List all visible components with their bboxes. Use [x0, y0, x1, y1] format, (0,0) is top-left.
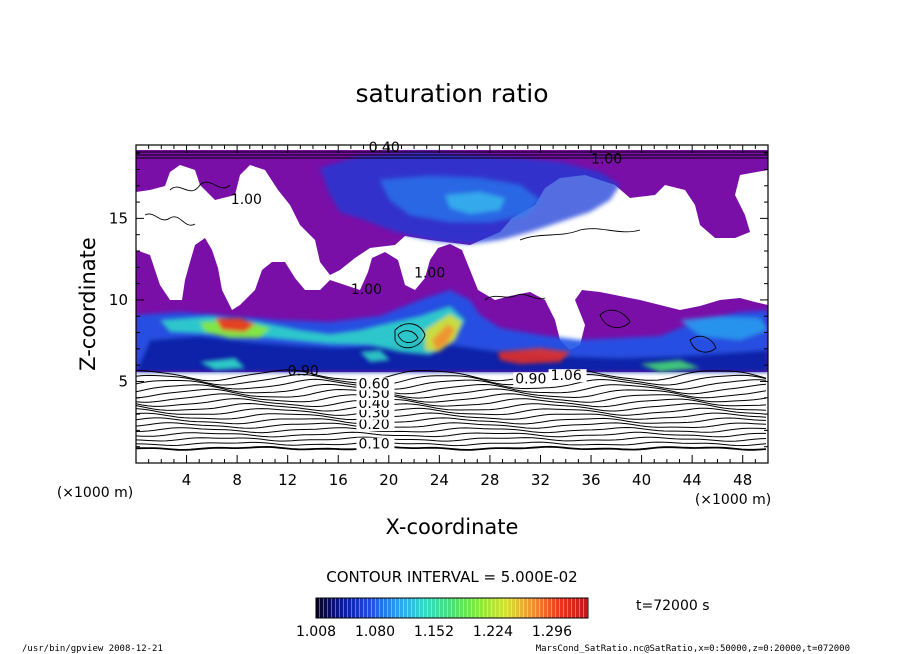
contour-label-bg — [356, 387, 395, 401]
footer-right: MarsCond_SatRatio.nc@SatRatio,x=0:50000,… — [536, 644, 850, 654]
x-tick-label: 32 — [531, 471, 550, 489]
contour-label: 1.00 — [351, 282, 382, 298]
contour-line — [136, 378, 767, 390]
contour-labels: 0.100.200.300.400.500.60 0.90 1.060.901.00… — [231, 140, 622, 453]
contour-line — [136, 398, 767, 408]
x-tick-label: 44 — [683, 471, 702, 489]
x-tick-label: 28 — [480, 471, 499, 489]
plot-area — [135, 144, 769, 464]
contour-label: 0.90 — [515, 371, 546, 387]
contour-line — [136, 445, 767, 451]
contour-label-bg — [356, 377, 395, 391]
contour-label-bg — [356, 396, 395, 410]
y-unit-label: (×1000 m) — [57, 485, 133, 501]
colorbar-frame — [315, 597, 589, 619]
y-tick-label: 15 — [109, 209, 128, 227]
colorbar-tick-labels: 1.008 1.080 1.152 1.224 1.296 — [296, 624, 572, 640]
time-label: t=72000 s — [636, 598, 710, 614]
x-tick-label: 12 — [278, 471, 297, 489]
x-tick-label: 4 — [182, 471, 192, 489]
colorbar-tick-label: 1.008 — [296, 624, 336, 640]
contour-line — [136, 417, 767, 425]
contour-label: 1.00 — [414, 265, 445, 281]
contour-interval-text: CONTOUR INTERVAL = 5.000E-02 — [326, 568, 577, 586]
x-axis-label: X-coordinate — [386, 515, 519, 539]
contour-label: 0.40 — [369, 140, 400, 156]
contour-line — [136, 431, 766, 438]
contour-line — [136, 402, 767, 412]
x-tick-label: 16 — [329, 471, 348, 489]
cloud-contour-lines — [136, 151, 768, 353]
y-tick-label: 5 — [118, 372, 128, 390]
contour-line — [136, 412, 767, 421]
x-axis-ticks: 4 8 12 16 20 24 28 32 36 40 44 48 — [148, 145, 756, 489]
chart-title: saturation ratio — [355, 79, 548, 108]
colorbar-tick-label: 1.152 — [414, 624, 454, 640]
contour-label-bg — [356, 418, 395, 432]
colorbar-tick-label: 1.296 — [532, 624, 572, 640]
contour-label: 1.00 — [591, 151, 622, 167]
y-axis-ticks: 5 10 15 — [109, 152, 768, 448]
contour-line — [136, 393, 767, 403]
contour-line — [136, 441, 767, 447]
x-tick-label: 48 — [733, 471, 752, 489]
contour-label: 1.00 — [231, 192, 262, 208]
contour-label: 0.60 — [358, 376, 389, 392]
contour-label: 0.10 — [358, 437, 389, 453]
colorbar: 1.008 1.080 1.152 1.224 1.296 — [296, 597, 589, 640]
contour-line — [136, 436, 767, 442]
contour-line — [136, 407, 767, 416]
contour-line — [136, 426, 767, 434]
x-tick-label: 20 — [379, 471, 398, 489]
y-tick-label: 10 — [109, 291, 128, 309]
contour-line — [136, 422, 767, 429]
stable-contour-lines — [136, 369, 767, 451]
contour-label-bg — [356, 406, 395, 420]
contour-label: 0.20 — [358, 417, 389, 433]
contour-line — [136, 388, 767, 399]
contour-line — [136, 373, 767, 386]
contour-line — [136, 383, 767, 395]
high-value-shading — [160, 306, 700, 372]
x-tick-label: 40 — [632, 471, 651, 489]
contour-label-bg — [356, 437, 395, 451]
contour-label: 1.06 — [551, 368, 582, 384]
colorbar-stripes — [316, 598, 588, 618]
x-tick-label: 24 — [430, 471, 449, 489]
colorbar-tick-label: 1.224 — [473, 624, 513, 640]
x-tick-label: 36 — [581, 471, 600, 489]
contour-label: 0.90 — [288, 363, 319, 379]
y-axis-label: Z-coordinate — [76, 237, 100, 371]
contour-label-bg — [548, 369, 587, 383]
footer-left: /usr/bin/gpview 2008-12-21 — [22, 644, 163, 654]
x-tick-label: 8 — [232, 471, 242, 489]
colorbar-tick-label: 1.080 — [355, 624, 395, 640]
x-unit-label: (×1000 m) — [695, 492, 771, 508]
contour-line — [136, 369, 767, 382]
contour-label-bg — [513, 372, 552, 386]
